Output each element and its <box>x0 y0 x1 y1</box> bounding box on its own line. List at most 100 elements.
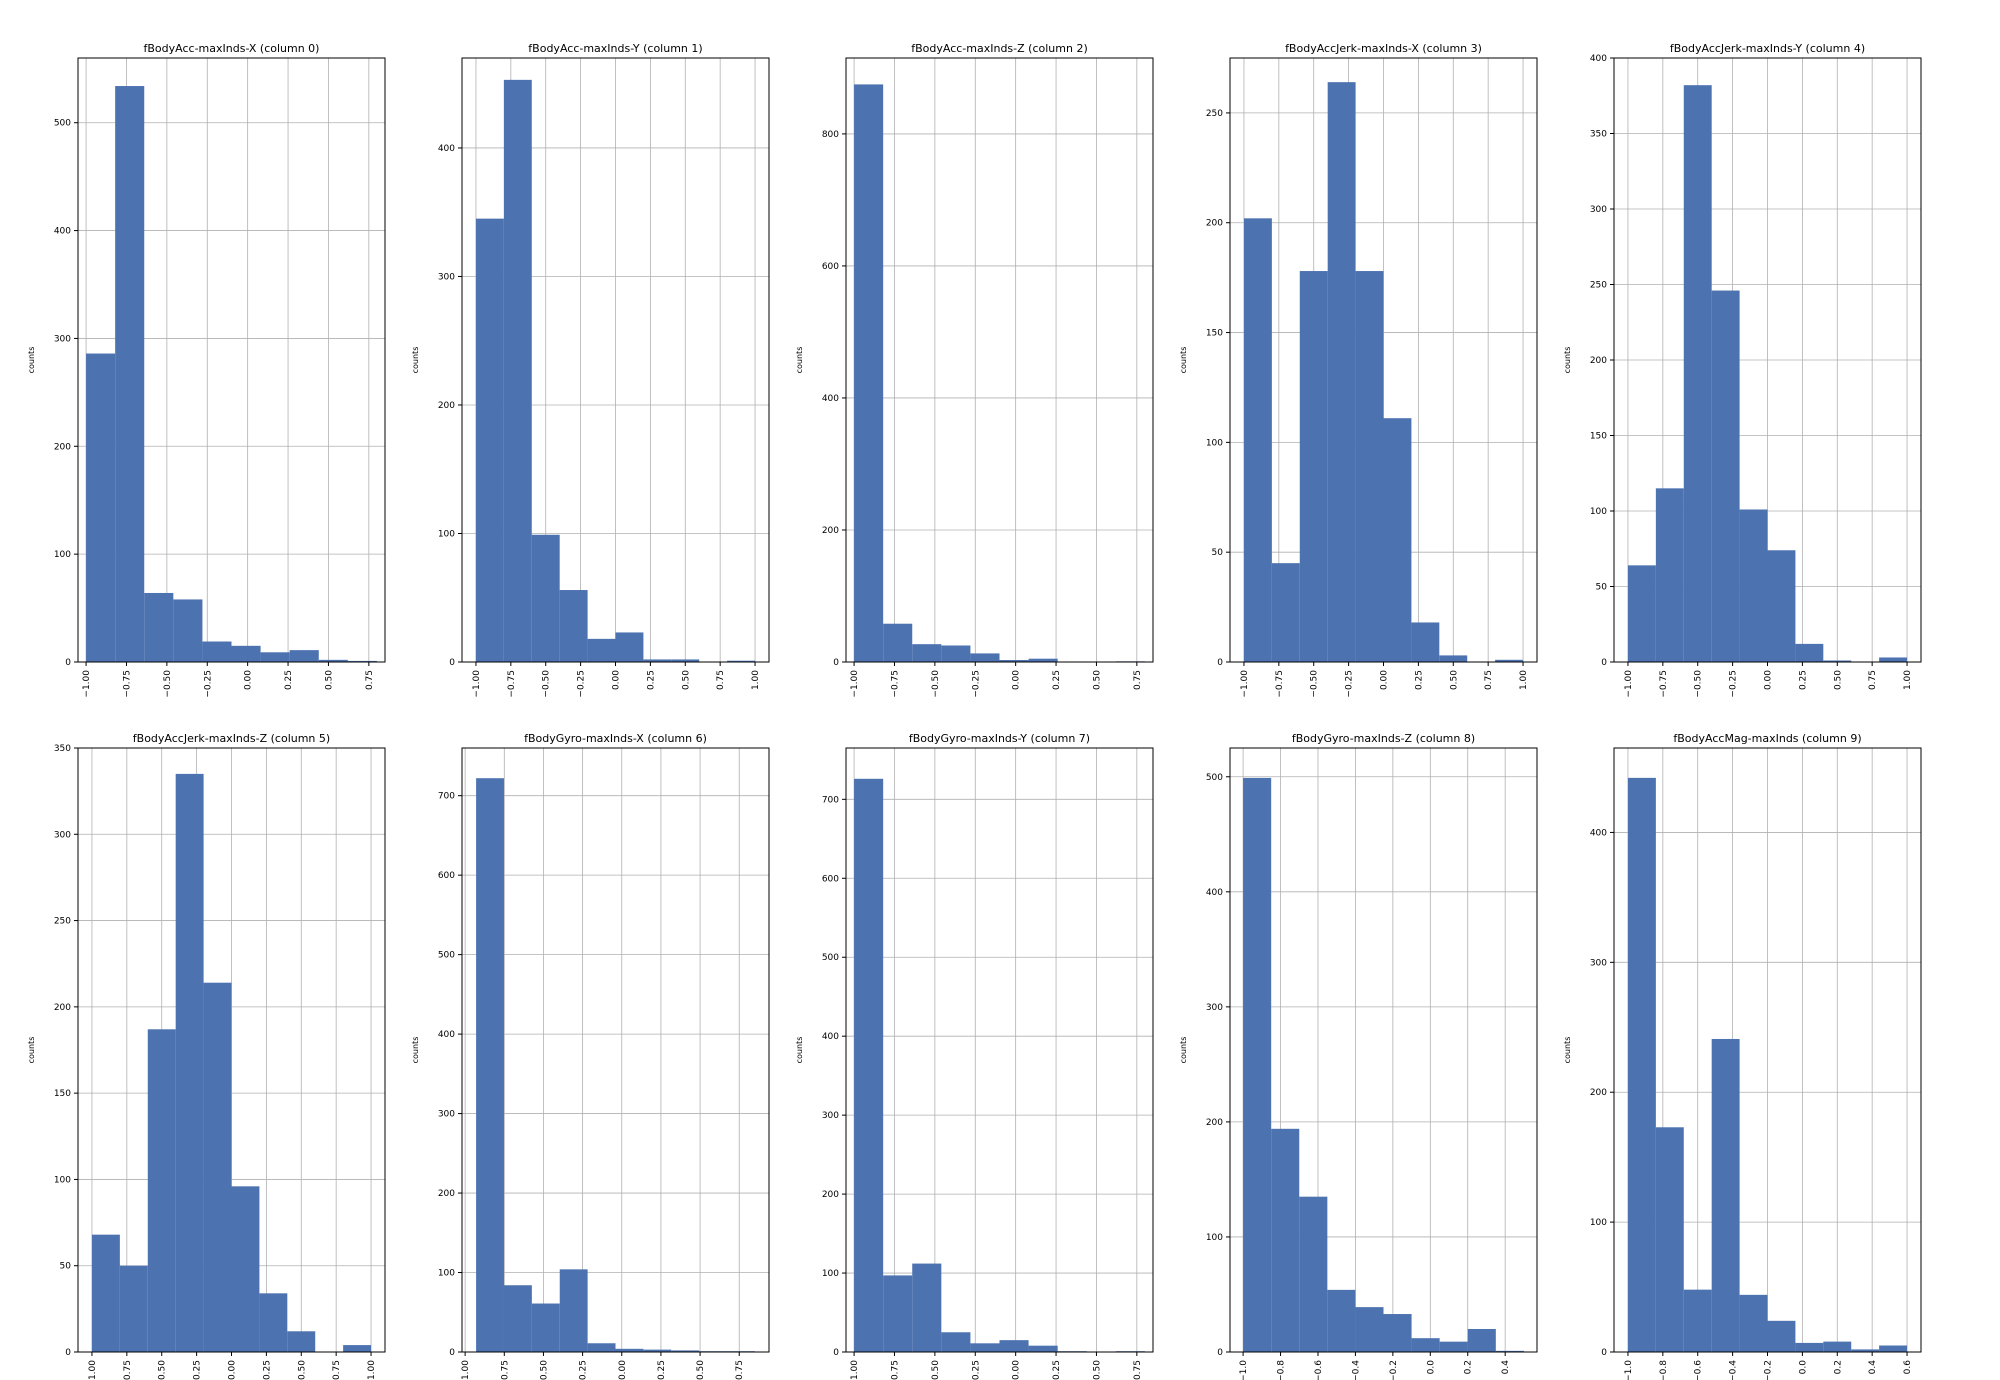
x-tick-label: −1.00 <box>472 670 482 698</box>
y-tick-label: 200 <box>822 526 839 536</box>
axes-frame <box>845 57 1154 663</box>
histogram-bar <box>559 1269 588 1352</box>
x-tick-label: −1.00 <box>461 1360 471 1380</box>
histogram-bar <box>1299 271 1328 662</box>
x-tick-label: 0.75 <box>1868 670 1878 690</box>
histogram-bar <box>1495 1350 1524 1352</box>
histogram-bar <box>1851 1349 1880 1352</box>
y-tick-label: 0 <box>65 658 71 668</box>
chart-title: fBodyGyro-maxInds-Z (column 8) <box>1292 732 1475 745</box>
chart-title: fBodyAcc-maxInds-Z (column 2) <box>911 42 1088 55</box>
x-tick-label: −0.2 <box>1764 1360 1774 1380</box>
x-tick-label: 0.25 <box>262 1360 272 1380</box>
y-tick-label: 300 <box>1590 205 1607 215</box>
histogram-bar <box>1439 655 1468 662</box>
y-tick-label: 600 <box>438 871 455 881</box>
histogram-bar <box>1355 271 1384 662</box>
histogram-bar <box>343 1345 372 1352</box>
x-tick-label: −0.50 <box>1310 670 1320 698</box>
x-tick-label: 0.25 <box>284 670 294 690</box>
histogram-bar <box>1823 660 1852 662</box>
x-tick-label: −0.2 <box>1389 1360 1399 1380</box>
histogram-bar <box>970 653 1000 662</box>
histogram-bar <box>587 1343 616 1352</box>
histogram-bar <box>1327 82 1356 662</box>
y-tick-label: 100 <box>438 1269 455 1279</box>
y-tick-label: 400 <box>1590 54 1607 64</box>
histogram-bar <box>615 1348 644 1352</box>
x-tick-label: −0.50 <box>163 670 173 698</box>
histogram-bar <box>854 84 884 663</box>
histogram-bar <box>1411 622 1440 662</box>
y-tick-label: 50 <box>60 1262 72 1272</box>
histogram-bar <box>1795 643 1824 662</box>
y-tick-label: 0 <box>1601 658 1607 668</box>
x-tick-label: −1.00 <box>88 1360 98 1380</box>
histogram-chart: 0 100 200 300 400 500 −1.00 −0.75 −0.50 −0.25 0.00… <box>27 42 386 698</box>
histogram-bar <box>175 773 204 1352</box>
y-tick-label: 200 <box>54 442 71 452</box>
y-axis-label: counts <box>795 1037 804 1064</box>
y-tick-label: 100 <box>54 550 71 560</box>
histogram-panel-2: 0 200 400 600 800 −1.00 −0.75 −0.50 −0.25 0.00 0.2… <box>768 0 1168 698</box>
x-tick-label: −0.25 <box>579 1360 589 1380</box>
chart-title: fBodyGyro-maxInds-Y (column 7) <box>909 732 1090 745</box>
x-tick-label: −1.00 <box>1624 670 1634 698</box>
x-tick-label: −0.75 <box>500 1360 510 1380</box>
x-tick-label: 0.00 <box>228 1360 238 1380</box>
x-tick-label: −0.75 <box>123 1360 133 1380</box>
y-tick-label: 0 <box>449 658 455 668</box>
y-tick-label: 250 <box>54 917 71 927</box>
y-axis-label: counts <box>411 347 420 374</box>
histogram-bar <box>1355 1307 1384 1352</box>
histogram-bar <box>912 644 942 662</box>
chart-title: fBodyAccJerk-maxInds-Y (column 4) <box>1670 42 1865 55</box>
y-tick-label: 400 <box>1206 888 1223 898</box>
histogram-bar <box>1879 1345 1908 1352</box>
histogram-chart: 0 100 200 300 400 −1.00 −0.75 −0.50 −0.25 0.00 0.2… <box>411 42 770 698</box>
y-tick-label: 100 <box>1590 1218 1607 1228</box>
axes-frame <box>1229 747 1538 1353</box>
y-tick-label: 100 <box>1206 1233 1223 1243</box>
histogram-chart: 0 50 100 150 200 250 300 350 400 −1.00 −0.75 −0.50 −… <box>1563 42 1922 698</box>
histogram-bar <box>671 1350 700 1352</box>
histogram-bar <box>941 1332 971 1352</box>
histogram-bar <box>999 660 1029 662</box>
x-tick-label: 0.0 <box>1426 1360 1436 1375</box>
y-tick-label: 0 <box>833 1348 839 1358</box>
y-tick-label: 50 <box>1212 548 1224 558</box>
x-tick-label: 0.50 <box>1833 670 1843 690</box>
x-tick-label: −1.00 <box>850 670 860 698</box>
x-tick-label: 0.00 <box>1380 670 1390 690</box>
y-tick-label: 150 <box>54 1089 71 1099</box>
y-axis-label: counts <box>411 1037 420 1064</box>
x-tick-label: −1.0 <box>1239 1360 1249 1380</box>
x-tick-label: 1.00 <box>367 1360 377 1380</box>
y-tick-label: 350 <box>54 744 71 754</box>
histogram-bar <box>1739 509 1768 662</box>
x-tick-label: 0.2 <box>1464 1360 1474 1374</box>
axes-frame <box>77 57 386 663</box>
x-tick-label: 0.00 <box>618 1360 628 1380</box>
y-tick-label: 300 <box>1206 1003 1223 1013</box>
x-tick-label: −0.4 <box>1729 1360 1739 1380</box>
x-tick-label: 0.75 <box>1133 1360 1143 1380</box>
histogram-bar <box>289 650 319 662</box>
histogram-bar <box>1823 1341 1852 1352</box>
x-tick-label: 0.25 <box>1052 1360 1062 1380</box>
x-tick-label: −0.75 <box>890 1360 900 1380</box>
y-tick-label: 500 <box>822 953 839 963</box>
x-tick-label: 1.00 <box>1519 670 1529 690</box>
x-tick-label: −1.00 <box>1240 670 1250 698</box>
histogram-bar <box>1711 1038 1740 1352</box>
histogram-chart: 0 100 200 300 400 −1.0 −0.8 −0.6 −0.4 −0.2 0.0 0.2 0… <box>1563 732 1922 1380</box>
y-tick-label: 300 <box>54 830 71 840</box>
histogram-bar <box>883 623 913 662</box>
y-tick-label: 100 <box>1590 507 1607 517</box>
x-tick-label: 0.25 <box>646 670 656 690</box>
histogram-bar <box>259 1293 288 1352</box>
x-tick-label: −0.6 <box>1314 1360 1324 1380</box>
histogram-bar <box>1627 777 1656 1352</box>
x-tick-label: −0.50 <box>931 1360 941 1380</box>
